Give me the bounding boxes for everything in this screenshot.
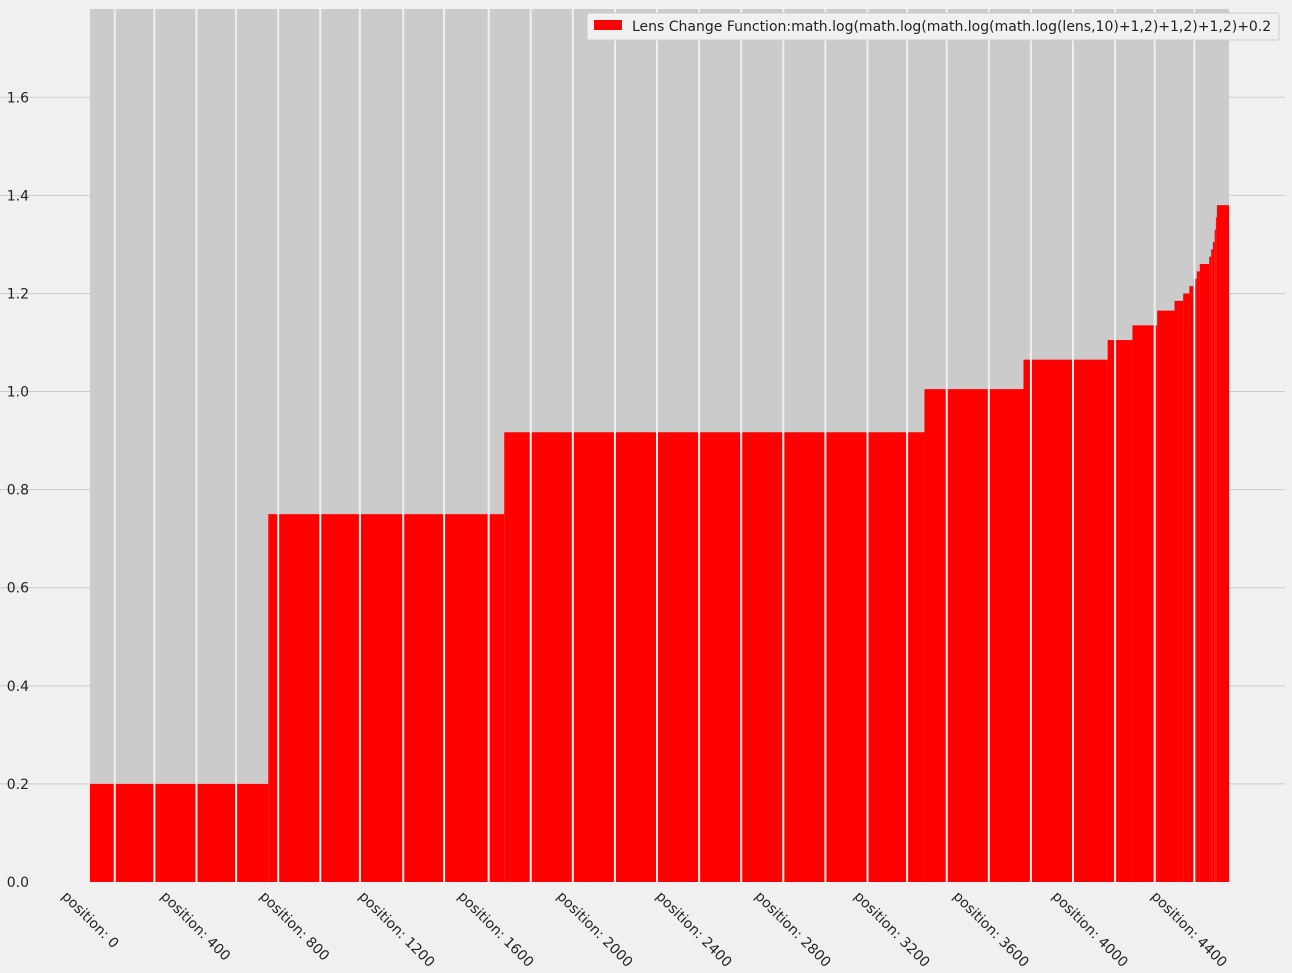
x-tick-label: position: 3600 [950,889,1032,971]
step-bar [924,389,1024,882]
step-bar [1196,271,1200,882]
y-tick-label: 1.4 [7,188,29,204]
x-tick-label: position: 3200 [851,889,933,971]
y-tick-label: 1.2 [7,286,29,302]
step-bar [1107,340,1133,883]
x-tick-label: position: 1600 [454,889,536,971]
y-tick-label: 1.6 [7,90,29,106]
legend-label: Lens Change Function:math.log(math.log(m… [632,19,1271,35]
x-tick-label: position: 2400 [652,889,734,971]
step-bar [90,783,269,882]
step-bar [1132,325,1158,883]
y-tick-label: 0.8 [7,483,29,499]
series-marks [90,9,1229,883]
step-bar [1199,264,1210,883]
step-bar [1183,293,1190,882]
step-bar [268,514,505,882]
step-bar [1209,256,1212,882]
y-tick-label: 1.0 [7,385,29,401]
step-bar [1215,217,1217,882]
x-tick-label: position: 0 [58,889,121,952]
x-tick-label: position: 4000 [1049,889,1131,971]
x-tick-label: position: 1200 [355,889,437,971]
y-axis-ticks: 0.0 0.2 0.4 0.6 0.8 1.0 1.2 1.4 1.6 [7,90,29,891]
x-tick-label: position: 400 [157,889,233,965]
legend-swatch [594,20,622,30]
step-bar [1189,286,1194,882]
legend-box [586,12,1280,41]
x-tick-label: position: 800 [256,889,332,965]
y-tick-label: 0.6 [7,581,29,597]
step-bar [1157,310,1175,882]
step-bar [1211,249,1213,883]
step-bar [1214,229,1216,882]
x-tick-label: position: 2000 [553,889,635,971]
step-bar [1212,241,1215,882]
step-bar [504,432,925,882]
x-axis-ticks: position: 0 position: 400 position: 800 pos… [58,889,1230,971]
y-tick-label: 0.4 [7,679,29,695]
step-bar [1023,359,1108,882]
y-tick-label: 0.2 [7,777,29,793]
step-bar [1216,205,1229,882]
x-tick-label: position: 4400 [1148,889,1230,971]
x-tick-label: position: 2800 [751,889,833,971]
step-bar [1174,300,1184,883]
y-tick-label: 0.0 [7,875,29,891]
legend: Lens Change Function:math.log(math.log(m… [586,12,1280,41]
